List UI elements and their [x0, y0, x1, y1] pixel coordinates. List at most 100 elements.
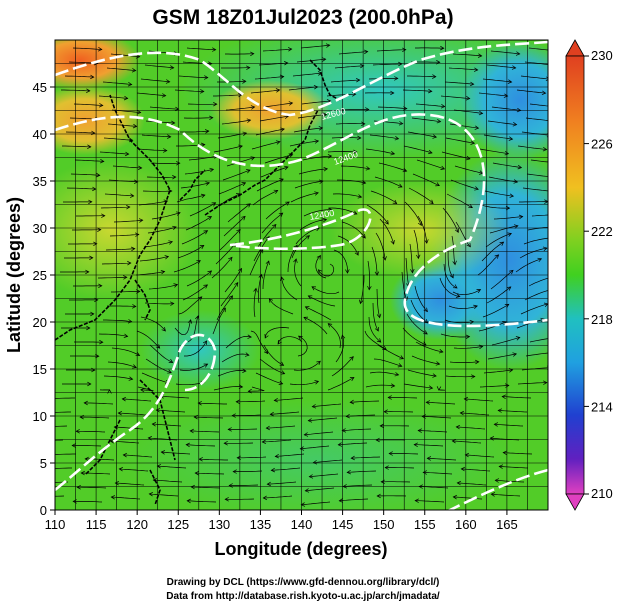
streamline-arrowhead — [285, 201, 290, 206]
y-tick-label: 45 — [33, 80, 47, 95]
streamline — [141, 372, 170, 384]
streamline — [488, 176, 518, 183]
streamline-arrowhead — [304, 306, 310, 311]
streamline-arrowhead — [390, 383, 396, 388]
streamline — [191, 486, 221, 489]
streamline — [341, 221, 366, 239]
streamline-arrowhead — [86, 88, 91, 94]
streamline — [490, 270, 514, 290]
streamline — [111, 291, 140, 293]
streamline — [223, 216, 246, 237]
streamline — [186, 444, 216, 447]
streamline-arrowhead — [311, 286, 317, 291]
streamline-arrowhead — [110, 495, 116, 500]
streamline — [227, 203, 251, 223]
streamline — [389, 453, 419, 455]
streamline — [152, 423, 182, 427]
streamline — [150, 162, 180, 164]
streamline — [313, 459, 343, 464]
streamline — [182, 284, 208, 301]
streamline — [249, 249, 264, 276]
streamline-arrowhead — [504, 303, 510, 308]
streamline — [214, 193, 241, 209]
streamline — [303, 316, 328, 335]
streamline-arrowhead — [72, 499, 77, 504]
x-tick-label: 145 — [332, 517, 354, 532]
streamline — [136, 330, 160, 349]
streamline — [187, 315, 199, 343]
streamline-arrowhead — [508, 136, 514, 141]
streamline — [401, 271, 408, 301]
streamline — [290, 192, 319, 203]
streamline-arrowhead — [266, 481, 272, 487]
streamline-arrowhead — [131, 68, 137, 73]
streamline — [103, 375, 133, 380]
streamline-arrowhead — [123, 275, 128, 280]
streamline — [107, 361, 137, 368]
streamline-arrowhead — [478, 110, 484, 116]
streamline-arrowhead — [505, 205, 511, 211]
streamline — [226, 157, 255, 167]
streamline — [180, 130, 209, 133]
streamline-arrowhead — [167, 369, 172, 374]
streamline-arrowhead — [490, 492, 496, 497]
y-tick-label: 10 — [33, 409, 47, 424]
streamline — [404, 201, 422, 226]
streamline-arrowhead — [34, 439, 38, 443]
streamline — [332, 193, 362, 198]
streamline — [140, 316, 166, 332]
streamline-arrowhead — [279, 276, 285, 282]
streamline-arrowhead — [91, 367, 96, 373]
streamline — [499, 466, 529, 469]
streamline-arrowhead — [223, 440, 228, 446]
streamline — [309, 473, 339, 478]
streamline-arrowhead — [436, 119, 442, 124]
streamline — [294, 180, 323, 189]
streamline — [369, 371, 399, 376]
streamline-arrowhead — [246, 118, 252, 123]
streamline — [263, 344, 284, 366]
streamline — [373, 358, 402, 367]
streamline-arrowhead — [118, 466, 124, 472]
streamline-arrowhead — [228, 256, 233, 262]
streamline-arrowhead — [456, 480, 462, 486]
streamline-arrowhead — [197, 401, 202, 406]
x-tick-label: 160 — [455, 517, 477, 532]
streamline — [259, 358, 285, 375]
streamline — [109, 234, 139, 237]
streamline — [225, 335, 252, 349]
streamline — [337, 179, 366, 184]
streamline — [366, 204, 389, 225]
streamline — [61, 89, 90, 92]
streamline — [293, 360, 321, 371]
streamline — [148, 437, 178, 441]
streamline-arrowhead — [199, 245, 205, 250]
streamline — [65, 131, 95, 134]
streamline-arrowhead — [242, 131, 248, 136]
streamline — [74, 159, 104, 162]
streamline-arrowhead — [213, 101, 218, 107]
streamline-arrowhead — [198, 457, 203, 462]
streamline-arrowhead — [224, 497, 229, 502]
streamline — [530, 159, 548, 163]
streamline-arrowhead — [376, 493, 381, 499]
streamline — [517, 382, 547, 385]
streamline — [248, 386, 265, 392]
streamline — [522, 187, 548, 192]
streamline-arrowhead — [138, 218, 144, 223]
streamline — [72, 47, 102, 50]
streamline — [119, 468, 149, 472]
streamline-arrowhead — [185, 442, 190, 448]
streamline-arrowhead — [421, 414, 426, 419]
streamline-arrowhead — [397, 183, 403, 188]
streamline-arrowhead — [155, 344, 161, 349]
streamline-arrowhead — [314, 191, 319, 196]
streamline — [145, 358, 172, 374]
streamline-arrowhead — [432, 373, 437, 378]
streamline — [64, 75, 94, 78]
streamline-arrowhead — [321, 57, 327, 62]
streamline-arrowhead — [231, 413, 236, 418]
streamline-arrowhead — [237, 267, 242, 273]
streamline-arrowhead — [87, 381, 92, 387]
streamline — [377, 344, 404, 360]
